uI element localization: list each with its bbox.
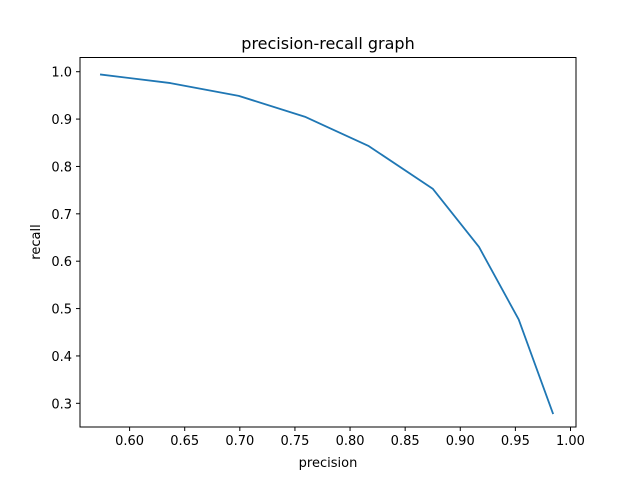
- x-tick-label: 0.60: [115, 434, 144, 449]
- series-layer: [99, 73, 555, 415]
- y-axis-label: recall: [29, 224, 44, 259]
- x-tick-label: 0.65: [170, 434, 199, 449]
- y-tick-label: 0.5: [51, 303, 72, 318]
- plot-frame: [79, 57, 577, 428]
- y-tick-label: 0.8: [51, 160, 72, 175]
- y-tick-label: 0.3: [51, 397, 72, 412]
- x-tick-label: 0.80: [336, 434, 365, 449]
- x-axis-label: precision: [299, 456, 358, 471]
- x-tick-label: 0.90: [446, 434, 475, 449]
- x-tick-label: 0.70: [225, 434, 254, 449]
- chart-title: precision-recall graph: [241, 34, 414, 53]
- y-axis-ticks: 0.3 0.4 0.5 0.6 0.7 0.8 0.9 1.0: [51, 66, 80, 412]
- y-tick-label: 0.9: [51, 113, 72, 128]
- x-tick-label: 1.00: [556, 434, 585, 449]
- y-tick-label: 0.6: [51, 255, 72, 270]
- x-tick-label: 0.95: [501, 434, 530, 449]
- y-tick-label: 1.0: [51, 66, 72, 81]
- series-line: [99, 73, 555, 415]
- y-tick-label: 0.4: [51, 350, 72, 365]
- y-tick-label: 0.7: [51, 208, 72, 223]
- x-tick-label: 0.85: [391, 434, 420, 449]
- x-axis-ticks: 0.60 0.65 0.70 0.75 0.80 0.85 0.90 0.95 1.00: [115, 427, 585, 449]
- x-tick-label: 0.75: [280, 434, 309, 449]
